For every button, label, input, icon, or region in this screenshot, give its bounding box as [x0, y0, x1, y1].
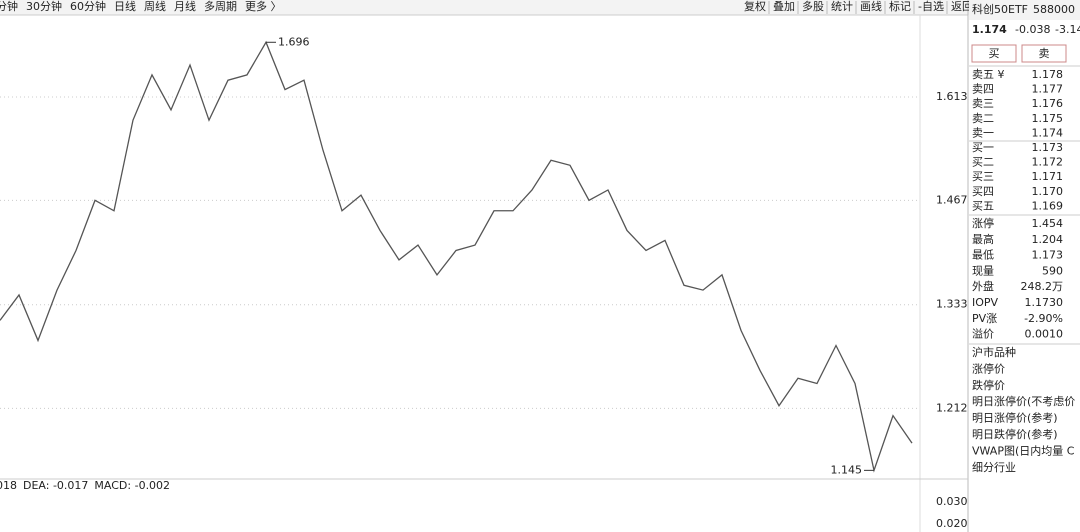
annotation-label: 1.696 — [278, 35, 310, 48]
bid-value: 1.172 — [1032, 156, 1064, 169]
ask-label: 卖四 — [972, 83, 994, 96]
toolbar-bg — [0, 0, 1080, 15]
stat-value: 590 — [1042, 264, 1063, 277]
bid-label: 买三 — [972, 170, 994, 183]
period-tab[interactable]: 60分钟 — [70, 0, 106, 13]
bid-label: 买一 — [972, 141, 994, 154]
period-tab[interactable]: 分钟 — [0, 0, 18, 13]
tool-button[interactable]: 多股 — [802, 0, 824, 13]
trade-button[interactable] — [971, 44, 1017, 63]
tool-button[interactable]: -自选 — [918, 0, 944, 13]
stat-value: 248.2万 — [1021, 280, 1064, 293]
period-tab[interactable]: 30分钟 — [26, 0, 62, 13]
stat-value: 1.1730 — [1025, 296, 1064, 309]
panel-header — [969, 0, 1080, 20]
y-tick-label: 1.467 — [936, 193, 968, 206]
stat-value: 1.454 — [1032, 217, 1064, 230]
price: 1.174 — [972, 23, 1007, 36]
macd-tick-label: 0.020 — [936, 517, 968, 530]
bid-value: 1.170 — [1032, 185, 1064, 198]
tool-button[interactable]: 复权 — [744, 0, 766, 13]
bid-value: 1.173 — [1032, 141, 1064, 154]
stock-name: 科创50ETF — [972, 2, 1028, 16]
tool-button[interactable]: 叠加 — [773, 0, 795, 13]
stat-value: -2.90% — [1024, 312, 1063, 325]
ask-value: 1.175 — [1032, 112, 1064, 125]
macd-label: 018 — [0, 479, 17, 492]
section-item[interactable]: VWAP图(日内均量 C — [972, 443, 1075, 457]
ask-label: 卖一 — [972, 126, 994, 139]
section-item[interactable]: 明日跌停价(参考) — [972, 427, 1058, 441]
ask-label: 卖二 — [972, 112, 994, 125]
stat-label: IOPV — [972, 296, 999, 309]
bid-label: 买四 — [972, 185, 994, 198]
stat-value: 1.173 — [1032, 249, 1064, 262]
stat-value: 0.0010 — [1025, 328, 1064, 341]
period-tab[interactable]: 月线 — [174, 0, 196, 13]
stock-code: 588000 — [1033, 3, 1075, 16]
section-item[interactable]: 明日涨停价(参考) — [972, 411, 1058, 425]
stat-label: 最低 — [972, 249, 994, 262]
bid-value: 1.171 — [1032, 170, 1064, 183]
section-item[interactable]: 明日涨停价(不考虑价 — [972, 394, 1075, 408]
y-tick-label: 1.212 — [936, 401, 968, 414]
period-tab[interactable]: 周线 — [144, 0, 166, 13]
macd-tick-label: 0.030 — [936, 495, 968, 508]
ask-value: 1.176 — [1032, 97, 1064, 110]
stat-label: 溢价 — [972, 327, 994, 341]
tool-button[interactable]: 返回 — [951, 0, 973, 13]
section-item[interactable]: 涨停价 — [972, 361, 1005, 375]
y-tick-label: 1.333 — [936, 298, 968, 311]
section-item[interactable]: 细分行业 — [972, 461, 1016, 474]
trade-button[interactable] — [1021, 44, 1067, 63]
bid-label: 买五 — [972, 199, 994, 212]
y-tick-label: 1.613 — [936, 90, 968, 103]
stat-label: 最高 — [972, 232, 994, 246]
stat-value: 1.204 — [1032, 233, 1064, 246]
macd-label: MACD: -0.002 — [94, 479, 170, 492]
period-tab[interactable]: 多周期 — [204, 0, 237, 13]
ask-value: 1.177 — [1032, 83, 1064, 96]
period-tab[interactable]: 日线 — [114, 0, 136, 13]
stat-label: 涨停 — [972, 216, 994, 230]
ask-label: 卖五 ¥ — [972, 68, 1005, 81]
period-tab[interactable]: 更多 〉 — [245, 0, 282, 13]
ask-value: 1.178 — [1032, 68, 1064, 81]
bid-value: 1.169 — [1032, 199, 1064, 212]
trade-button-label[interactable]: 买 — [989, 47, 1000, 60]
price-line — [0, 40, 913, 473]
annotation-label: 1.145 — [831, 463, 863, 476]
stat-label: 现量 — [972, 264, 994, 277]
stat-label: 外盘 — [972, 279, 994, 293]
stat-label: PV涨 — [972, 312, 997, 325]
bid-label: 买二 — [972, 156, 994, 169]
ask-label: 卖三 — [972, 97, 994, 110]
tool-button[interactable]: 标记 — [889, 0, 911, 13]
change: -0.038 — [1015, 23, 1050, 36]
tool-button[interactable]: 统计 — [831, 0, 853, 13]
section-item[interactable]: 跌停价 — [972, 378, 1005, 392]
macd-label: DEA: -0.017 — [23, 479, 88, 492]
change-pct: -3.14 — [1055, 23, 1080, 36]
tool-button[interactable]: 画线 — [860, 0, 882, 13]
trade-button-label[interactable]: 卖 — [1039, 47, 1050, 60]
section-item[interactable]: 沪市品种 — [972, 345, 1016, 359]
ask-value: 1.174 — [1032, 126, 1064, 139]
